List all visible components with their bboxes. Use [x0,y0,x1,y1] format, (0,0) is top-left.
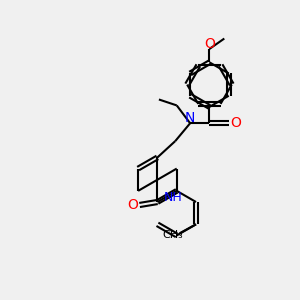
Text: N: N [185,111,195,125]
Text: NH: NH [164,191,182,204]
Text: O: O [128,198,139,212]
Text: O: O [230,116,241,130]
Text: CH₃: CH₃ [162,230,183,240]
Text: O: O [204,37,215,51]
